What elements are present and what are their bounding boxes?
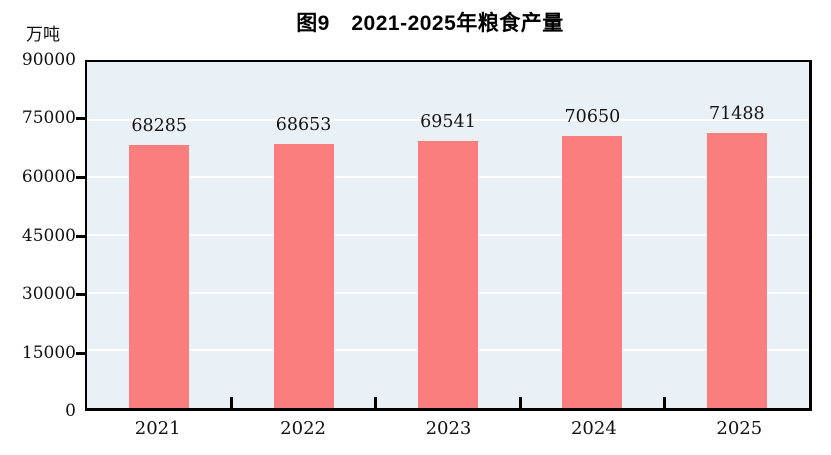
x-axis-boundary-tick bbox=[663, 397, 667, 408]
bar bbox=[417, 140, 478, 408]
bar-slot: 68285 bbox=[87, 62, 231, 408]
y-axis-tick-label: 0 bbox=[65, 401, 76, 421]
bar-value-label: 70650 bbox=[564, 107, 621, 128]
y-axis-tick-label: 75000 bbox=[21, 108, 76, 128]
x-axis-boundary-tick bbox=[518, 397, 522, 408]
y-axis-tick-label: 15000 bbox=[21, 343, 76, 363]
x-axis-boundary-tick bbox=[374, 397, 378, 408]
y-axis-tick bbox=[76, 117, 85, 120]
chart-title: 图9 2021-2025年粮食产量 bbox=[296, 12, 564, 35]
bar bbox=[706, 133, 767, 408]
bar-slot: 70650 bbox=[520, 62, 664, 408]
y-axis-tick bbox=[76, 293, 85, 296]
y-axis-unit-label: 万吨 bbox=[26, 25, 60, 45]
y-axis-tick bbox=[76, 235, 85, 238]
bar-value-label: 71488 bbox=[708, 104, 765, 125]
bar-slot: 71488 bbox=[665, 62, 809, 408]
y-axis-tick-label: 90000 bbox=[21, 50, 76, 70]
gridline bbox=[87, 118, 809, 121]
y-axis-tick-label: 60000 bbox=[21, 167, 76, 187]
bar-value-label: 69541 bbox=[420, 111, 476, 132]
bar-slot: 69541 bbox=[376, 62, 520, 408]
x-axis-boundary-tick bbox=[229, 397, 233, 408]
y-axis-tick-label: 30000 bbox=[21, 284, 76, 304]
bar-value-label: 68285 bbox=[131, 116, 188, 137]
plot-area: 68285 68653 69541 70650 71488 bbox=[85, 60, 812, 411]
x-axis-category-label: 2024 bbox=[570, 418, 617, 439]
bar bbox=[129, 145, 190, 408]
x-axis-category-label: 2023 bbox=[425, 418, 472, 439]
x-axis-category-label: 2021 bbox=[134, 418, 181, 439]
bar bbox=[273, 144, 334, 408]
bar-value-label: 68653 bbox=[275, 115, 332, 136]
bar bbox=[562, 136, 623, 408]
y-axis-tick-label: 45000 bbox=[21, 226, 76, 246]
x-axis-category-label: 2025 bbox=[716, 418, 763, 439]
y-axis-tick bbox=[76, 176, 85, 179]
x-axis-category-label: 2022 bbox=[280, 418, 326, 439]
x-axis: 2021 2022 2023 2024 2025 bbox=[85, 416, 812, 442]
bar-slot: 68653 bbox=[231, 62, 375, 408]
y-axis-tick bbox=[76, 352, 85, 355]
